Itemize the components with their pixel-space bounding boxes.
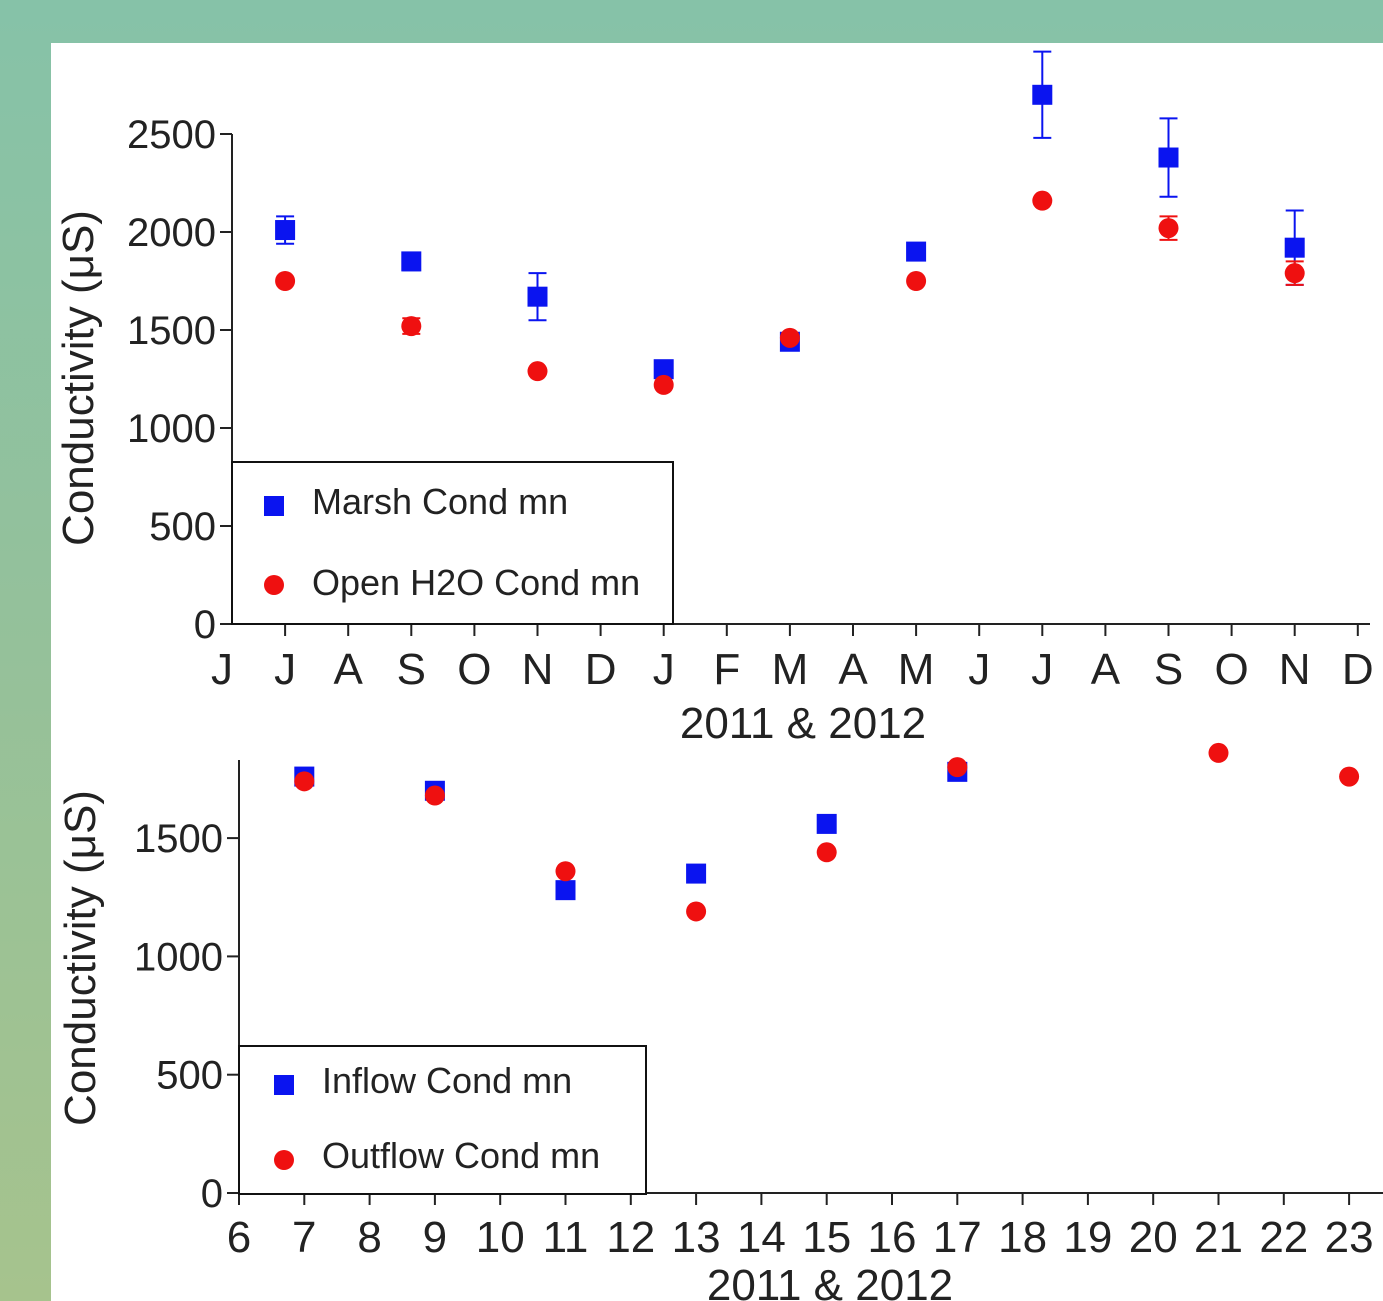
x-tick-label: M bbox=[772, 645, 809, 694]
y-tick-label: 2000 bbox=[127, 211, 216, 255]
x-tick-label: J bbox=[968, 645, 990, 694]
x-tick-label: 19 bbox=[1063, 1213, 1112, 1262]
x-tick-label: 12 bbox=[606, 1213, 655, 1262]
data-point-marsh bbox=[653, 359, 674, 380]
data-point-open-water bbox=[1032, 190, 1053, 211]
data-point-marsh bbox=[401, 251, 422, 272]
y-tick-label: 1000 bbox=[127, 407, 216, 451]
x-tick-label: A bbox=[334, 645, 364, 694]
y-tick-label: 0 bbox=[201, 1172, 223, 1216]
legend-label-inflow: Inflow Cond mn bbox=[322, 1060, 572, 1101]
y-tick-label: 1000 bbox=[134, 935, 223, 979]
y-tick-label: 500 bbox=[149, 505, 216, 549]
x-tick-label: 16 bbox=[868, 1213, 917, 1262]
x-axis-label: 2011 & 2012 bbox=[680, 699, 926, 748]
data-point-outflow bbox=[1208, 742, 1229, 763]
x-tick-label: 10 bbox=[476, 1213, 525, 1262]
data-point-open-water bbox=[275, 271, 296, 291]
data-point-marsh bbox=[906, 241, 927, 262]
x-tick-label: N bbox=[522, 645, 554, 694]
x-tick-label: S bbox=[397, 645, 426, 694]
y-tick-label: 1500 bbox=[127, 309, 216, 353]
x-tick-label: A bbox=[1091, 645, 1121, 694]
x-tick-label: 13 bbox=[672, 1213, 721, 1262]
data-point-marsh bbox=[1032, 84, 1053, 105]
legend-box bbox=[238, 1045, 647, 1195]
y-axis-label: Conductivity (μS) bbox=[56, 790, 105, 1126]
x-tick-label: 21 bbox=[1194, 1213, 1243, 1262]
x-tick-label: O bbox=[457, 645, 491, 694]
x-tick-label: J bbox=[653, 645, 675, 694]
y-tick-label: 2500 bbox=[127, 113, 216, 157]
legend-marker-marsh bbox=[264, 496, 284, 516]
y-axis-label: Conductivity (μS) bbox=[54, 210, 103, 546]
data-point-open-water bbox=[527, 361, 548, 382]
data-point-outflow bbox=[555, 861, 576, 882]
x-tick-label: 23 bbox=[1325, 1213, 1374, 1262]
x-tick-label: 7 bbox=[292, 1213, 316, 1262]
legend-box bbox=[231, 461, 674, 625]
y-tick-label: 1500 bbox=[134, 817, 223, 861]
data-point-outflow bbox=[294, 771, 315, 792]
x-tick-label: F bbox=[713, 645, 740, 694]
y-tick-label: 0 bbox=[194, 603, 216, 647]
data-point-inflow bbox=[686, 863, 707, 884]
x-tick-label: J bbox=[1031, 645, 1053, 694]
x-tick-label: 20 bbox=[1129, 1213, 1178, 1262]
x-axis-label: 2011 & 2012 bbox=[707, 1261, 953, 1301]
data-point-outflow bbox=[816, 842, 837, 863]
x-tick-label: D bbox=[1342, 645, 1374, 694]
data-point-outflow bbox=[1339, 766, 1360, 787]
data-point-open-water bbox=[401, 316, 422, 337]
legend: Marsh Cond mn Open H2O Cond mn bbox=[231, 461, 674, 625]
data-point-open-water bbox=[906, 271, 927, 291]
conductivity-charts: Conductivity (μS) 2011 & 2012 0 500 1000 15… bbox=[54, 50, 1383, 1301]
x-tick-label: 22 bbox=[1259, 1213, 1308, 1262]
data-point-outflow bbox=[947, 757, 968, 778]
legend-marker-outflow bbox=[274, 1150, 294, 1170]
data-point-marsh bbox=[275, 220, 296, 241]
legend-label-outflow: Outflow Cond mn bbox=[322, 1135, 600, 1176]
x-tick-label: M bbox=[898, 645, 935, 694]
legend-marker-inflow bbox=[274, 1075, 294, 1095]
x-tick-label: 15 bbox=[802, 1213, 851, 1262]
y-tick-label: 500 bbox=[156, 1054, 223, 1098]
x-tick-label: S bbox=[1154, 645, 1183, 694]
data-point-inflow bbox=[555, 880, 576, 901]
legend-marker-open-water bbox=[264, 575, 284, 595]
x-tick-label: N bbox=[1279, 645, 1311, 694]
data-point-marsh bbox=[527, 286, 548, 307]
data-point-inflow bbox=[816, 813, 837, 834]
chart-panel: Conductivity (μS) 2011 & 2012 0 500 1000 15… bbox=[51, 43, 1383, 1301]
x-tick-label: 8 bbox=[357, 1213, 381, 1262]
x-tick-label: A bbox=[838, 645, 868, 694]
legend: Inflow Cond mn Outflow Cond mn bbox=[238, 1045, 647, 1195]
x-tick-label: 6 bbox=[227, 1213, 251, 1262]
x-tick-label: J bbox=[211, 645, 233, 694]
data-point-open-water bbox=[653, 374, 674, 395]
data-point-marsh bbox=[1284, 237, 1305, 258]
x-tick-label: 9 bbox=[423, 1213, 447, 1262]
data-point-marsh bbox=[1158, 147, 1179, 168]
x-tick-label: 11 bbox=[543, 1213, 589, 1262]
x-tick-label: 17 bbox=[933, 1213, 982, 1262]
x-tick-label: J bbox=[274, 645, 296, 694]
x-tick-label: 14 bbox=[737, 1213, 786, 1262]
x-tick-label: O bbox=[1214, 645, 1248, 694]
x-tick-label: 18 bbox=[998, 1213, 1047, 1262]
data-point-outflow bbox=[686, 901, 707, 922]
data-point-open-water bbox=[1284, 263, 1305, 284]
legend-label-marsh: Marsh Cond mn bbox=[312, 481, 568, 522]
data-point-open-water bbox=[1158, 218, 1179, 239]
bottom-chart: Conductivity (μS) 2011 & 2012 0 500 1000 15… bbox=[56, 742, 1383, 1301]
legend-label-open-water: Open H2O Cond mn bbox=[312, 562, 640, 603]
top-chart: Conductivity (μS) 2011 & 2012 0 500 1000 15… bbox=[54, 50, 1374, 748]
x-tick-label: D bbox=[585, 645, 617, 694]
data-point-open-water bbox=[779, 327, 800, 348]
data-point-outflow bbox=[424, 785, 445, 806]
